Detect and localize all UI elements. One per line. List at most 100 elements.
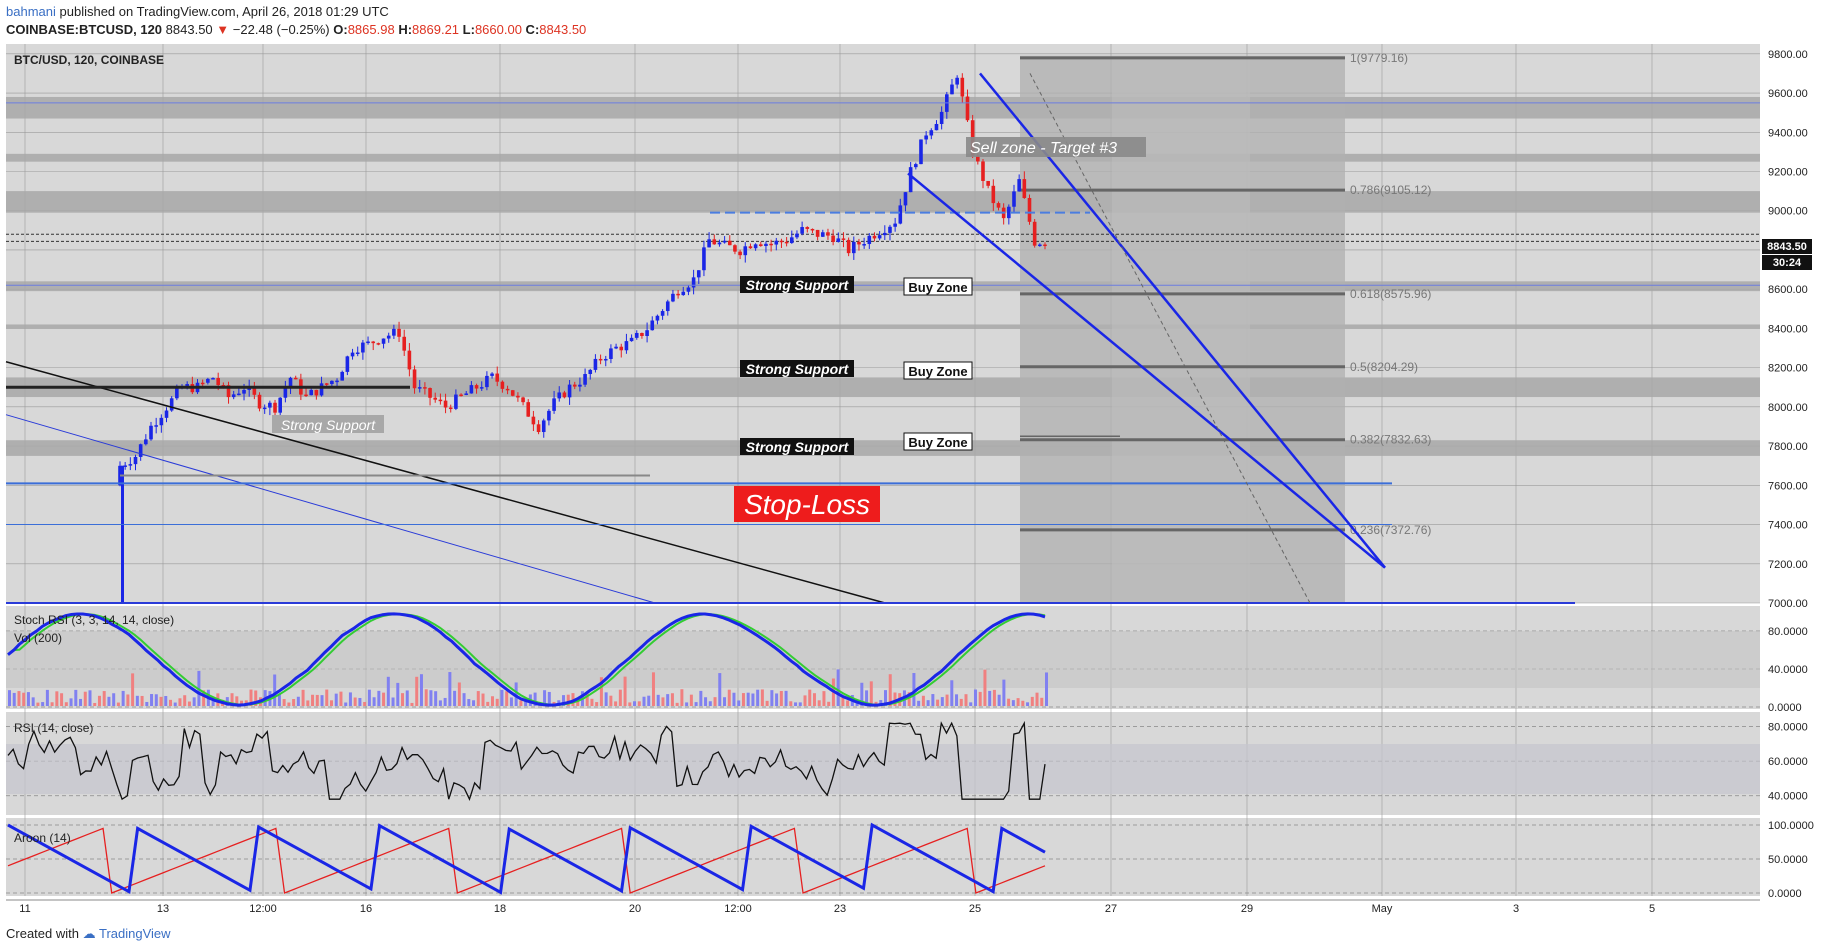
fib-label: 1(9779.16)	[1350, 51, 1408, 65]
volume-bar	[8, 690, 11, 706]
y-tick-label: 9200.00	[1768, 166, 1808, 178]
main-pane[interactable]	[6, 44, 1760, 603]
volume-bar	[931, 694, 935, 706]
y-tick-label: 9600.00	[1768, 88, 1808, 100]
volume-bar	[936, 699, 940, 706]
volume-bar	[121, 690, 125, 706]
volume-bar	[1002, 679, 1006, 706]
candle-body	[562, 392, 567, 398]
volume-bar	[604, 692, 608, 706]
candle-body	[939, 111, 944, 124]
candle-body	[598, 358, 603, 361]
volume-bar	[1016, 698, 1020, 706]
candle-body	[381, 338, 386, 344]
candle-body	[304, 394, 308, 397]
candle-body	[293, 377, 298, 380]
volume-bar	[756, 689, 760, 706]
indicators: 80.0000 40.0000 0.0000 80.0000 60.0000 40.000…	[6, 612, 1814, 900]
candle-body	[691, 277, 696, 288]
y-tick-label: 7200.00	[1768, 559, 1808, 571]
x-tick-label: 20	[629, 903, 641, 915]
candle-body	[479, 387, 484, 389]
candle-body	[257, 394, 262, 409]
y-tick-label: 8400.00	[1768, 323, 1808, 335]
volume-bar	[827, 701, 831, 706]
volume-bar	[386, 676, 390, 706]
zone-band	[6, 440, 1760, 456]
created-with: Created with	[6, 926, 79, 941]
volume-bar	[666, 694, 670, 706]
volume-bar	[344, 702, 348, 706]
volume-bar	[727, 689, 731, 706]
buy-zone-3-bg	[903, 432, 973, 451]
candle-body	[309, 389, 314, 396]
candle-body	[1022, 179, 1027, 198]
volume-bar	[348, 692, 352, 706]
volume-bar	[566, 694, 570, 706]
candle-body	[681, 291, 686, 296]
fib-label: 0.382(7832.63)	[1350, 433, 1431, 447]
open-value: 8865.98	[347, 22, 395, 37]
candle-body	[1032, 221, 1037, 246]
strong-support-faded-bg	[272, 415, 384, 433]
volume-bar	[808, 689, 812, 706]
volume-bar	[973, 689, 977, 706]
candle-body	[836, 238, 841, 242]
candle-body	[686, 287, 691, 292]
volume-bar	[618, 689, 622, 706]
candle-body	[206, 378, 210, 383]
strong-support-1-bg	[740, 276, 854, 293]
strong-support-3: Strong Support	[746, 439, 850, 455]
volume-bar	[888, 674, 892, 706]
candle-body	[557, 392, 562, 399]
tradingview-link[interactable]: TradingView	[99, 926, 171, 941]
candle-body	[185, 384, 189, 387]
published-text: published on TradingView.com, April 26, …	[59, 4, 389, 19]
volume-bar	[107, 696, 111, 706]
candle-body	[650, 320, 655, 331]
candle-body	[996, 203, 1001, 208]
price-tag-bg	[1762, 239, 1812, 254]
candle-body	[986, 180, 990, 186]
candle-body	[123, 465, 127, 467]
volume-bar	[325, 689, 329, 706]
volume-bar	[50, 702, 54, 706]
candle-body	[283, 387, 288, 398]
volume-bar	[637, 701, 641, 706]
candle-body	[314, 389, 319, 396]
candle-body	[510, 390, 515, 396]
candle-body	[355, 352, 360, 354]
volume-bar	[443, 697, 447, 706]
volume-bar	[154, 694, 158, 706]
volume-bar	[164, 696, 168, 706]
author-link[interactable]: bahmani	[6, 4, 56, 19]
candle-body	[319, 383, 324, 396]
candle-body	[981, 161, 985, 181]
candle-body	[867, 235, 872, 245]
x-tick-label: 16	[360, 903, 372, 915]
candle-body	[402, 336, 407, 351]
volume-bar	[623, 676, 627, 706]
axes: 9800.009600.009400.009200.009000.008800.…	[6, 49, 1808, 915]
volume-bar	[55, 691, 59, 706]
candle-body	[919, 139, 923, 165]
volume-bar	[732, 692, 736, 706]
volume-bar	[704, 697, 708, 706]
x-tick-label: 12:00	[249, 903, 277, 915]
volume-bar	[926, 700, 930, 706]
candle-body	[345, 356, 350, 372]
indicator-tick: 40.0000	[1768, 664, 1808, 676]
candle-body	[820, 232, 825, 237]
volume-bar	[1021, 700, 1025, 706]
candle-body	[448, 407, 453, 410]
fib-label: 0.618(8575.96)	[1350, 287, 1431, 301]
candle-body	[976, 155, 980, 162]
volume-bar	[893, 692, 897, 706]
volume-bar	[879, 700, 883, 706]
volume-bar	[74, 689, 78, 706]
candle-body	[583, 374, 587, 385]
volume-bar	[339, 691, 343, 706]
volume-bar	[599, 677, 603, 706]
candle-body	[671, 293, 675, 302]
